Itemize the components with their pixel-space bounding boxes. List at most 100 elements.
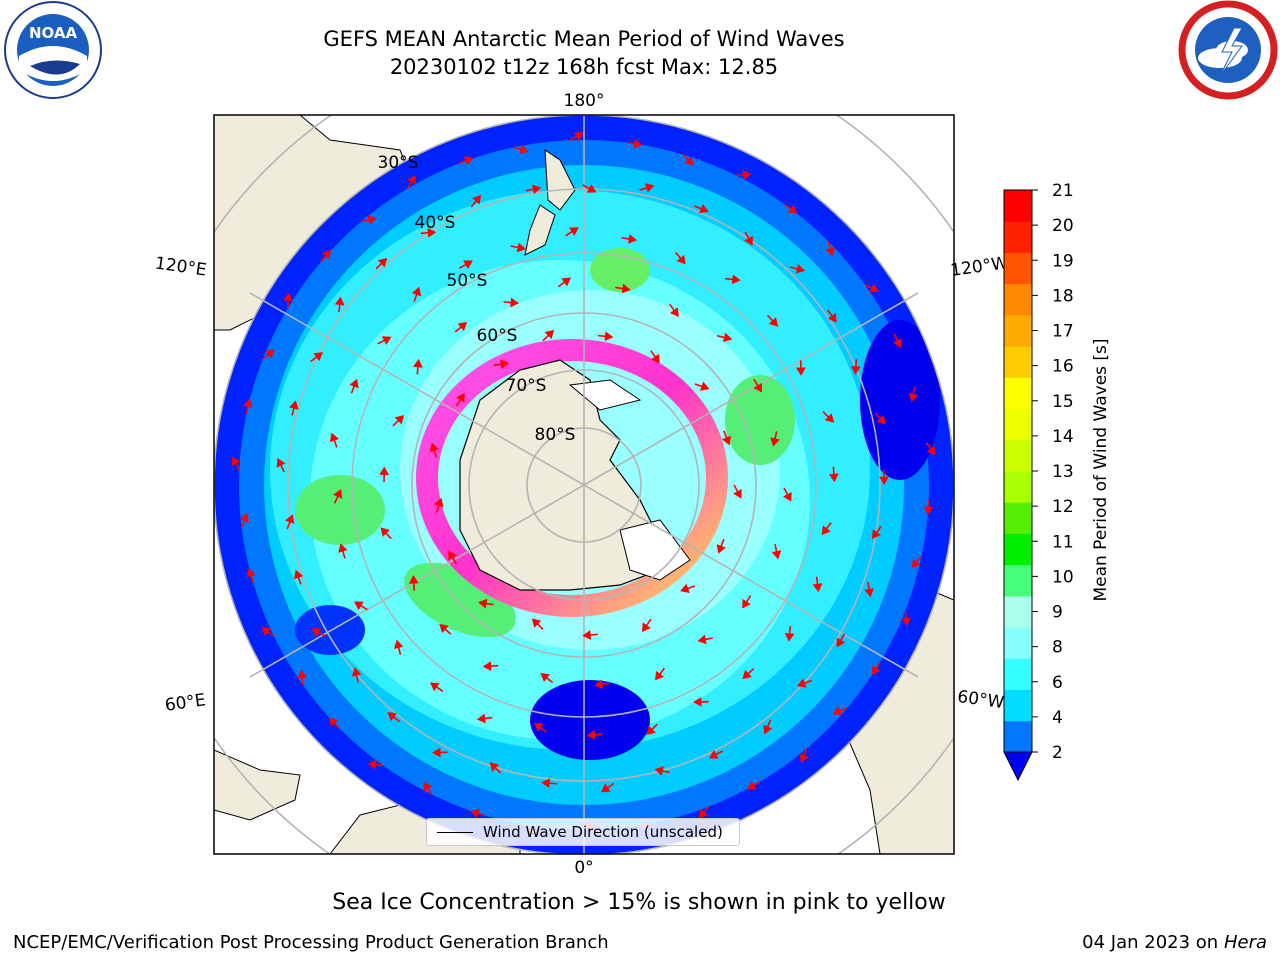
- wave-arrow-head: [333, 489, 343, 499]
- map-legend: Wind Wave Direction (unscaled): [426, 818, 740, 846]
- wave-arrow-head: [836, 637, 846, 648]
- wave-arrow-head: [387, 712, 397, 722]
- wave-arrow-head: [321, 249, 332, 260]
- wave-arrow-head: [708, 750, 719, 759]
- wave-arrow-head: [586, 729, 596, 740]
- colorbar-segment: [1004, 221, 1032, 253]
- wave-arrow-head: [911, 558, 921, 569]
- wave-arrow-head: [746, 781, 757, 790]
- wave-arrow-head: [923, 506, 934, 516]
- wave-arrow-head: [413, 358, 423, 368]
- wave-arrow-head: [379, 466, 390, 475]
- wave-arrow-head: [644, 183, 655, 193]
- wave-arrow-head: [604, 331, 614, 342]
- wave-arrow-head: [872, 665, 881, 676]
- footer-date-text: 04 Jan 2023 on: [1082, 932, 1224, 953]
- wave-arrow-head: [231, 456, 241, 467]
- wave-arrow-head: [742, 170, 752, 180]
- colorbar-segment: [1004, 190, 1032, 222]
- wave-arrow-head: [434, 497, 444, 508]
- wave-arrow-head: [349, 378, 359, 389]
- wave-arrow-head: [797, 678, 807, 688]
- colorbar-tick-label: 12: [1052, 497, 1074, 517]
- wave-arrow-head: [821, 525, 831, 536]
- wave-arrow-head: [876, 414, 886, 425]
- wave-arrow-head: [744, 235, 753, 246]
- wave-arrow-head: [239, 512, 249, 523]
- wave-arrow-head: [646, 725, 656, 736]
- wave-arrow-head: [742, 598, 751, 609]
- wave-arrow-head: [879, 476, 889, 485]
- colorbar-under-extend: [1003, 751, 1033, 782]
- wave-arrow-head: [731, 274, 741, 285]
- colorbar-tick-label: 9: [1052, 603, 1063, 623]
- wave-arrow-head: [680, 583, 690, 594]
- wave-arrow-head: [827, 312, 837, 323]
- colorbar-segment: [1004, 502, 1032, 534]
- wave-arrow-head: [763, 724, 773, 735]
- wave-arrow-head: [456, 392, 465, 403]
- noaa-logo-text: NOAA: [29, 24, 78, 42]
- wave-arrow-head: [246, 568, 256, 578]
- legend-label: Wind Wave Direction (unscaled): [483, 823, 723, 841]
- colorbar-tick-label: 20: [1052, 216, 1074, 236]
- wave-arrow-head: [582, 630, 592, 640]
- legend-line-sample: [437, 831, 473, 833]
- wave-arrow-head: [311, 628, 322, 637]
- colorbar-segment: [1004, 595, 1032, 628]
- wave-arrow-head: [516, 242, 526, 253]
- wave-arrow-head: [463, 260, 473, 269]
- colorbar-label: Mean Period of Wind Waves [s]: [1091, 338, 1111, 601]
- colorbar-tick-label: 10: [1052, 567, 1074, 587]
- wave-arrow-head: [770, 437, 780, 447]
- wave-arrow-head: [698, 808, 709, 819]
- wave-arrow-head: [697, 634, 707, 645]
- lat-label-40s: 40°S: [415, 213, 456, 233]
- wave-arrow-head: [676, 254, 686, 265]
- wave-arrow-head: [411, 286, 422, 297]
- wave-arrow-head: [594, 679, 604, 690]
- wave-arrow-head: [439, 623, 449, 634]
- wave-arrow-head: [716, 544, 726, 554]
- wave-arrow-head: [733, 488, 742, 499]
- wave-arrow-head: [329, 432, 339, 443]
- wave-arrow-head: [289, 400, 299, 410]
- chart-subtitle: 20230102 t12z 168h fcst Max: 12.85: [389, 55, 779, 79]
- colorbar-tick-label: 6: [1052, 673, 1063, 693]
- colorbar-tick-label: 4: [1052, 708, 1063, 728]
- wave-arrow-head: [824, 413, 835, 423]
- wave-arrow-head: [313, 352, 324, 362]
- nws-logo-icon: [1178, 0, 1278, 100]
- wave-arrow-head: [540, 673, 550, 683]
- wave-arrow-head: [908, 392, 919, 403]
- lat-label-30s: 30°S: [378, 153, 419, 173]
- wave-arrow-head: [892, 338, 902, 348]
- wave-arrow-head: [407, 174, 416, 185]
- wave-arrow-head: [669, 307, 679, 317]
- colorbar-segment: [1004, 471, 1032, 503]
- colorbar-tick-label: 16: [1052, 357, 1074, 377]
- footer-credit: NCEP/EMC/Verification Post Processing Pr…: [13, 932, 609, 953]
- wave-arrow-head: [871, 529, 881, 539]
- wave-arrow-head: [633, 138, 643, 149]
- wave-arrow-head: [721, 435, 732, 446]
- graticule: [214, 115, 954, 854]
- wave-arrow-head: [489, 762, 500, 772]
- wave-arrow-head: [423, 782, 432, 792]
- wave-arrow-head: [795, 264, 806, 274]
- wave-arrow-head: [293, 569, 304, 580]
- colorbar-segment: [1004, 564, 1032, 597]
- wave-arrow-head: [795, 367, 806, 376]
- wave-arrow-head: [723, 332, 733, 343]
- colorbar-tick-label: 21: [1052, 181, 1074, 201]
- wave-arrow-head: [544, 329, 555, 340]
- colorbar-tick-label: 14: [1052, 427, 1074, 447]
- wave-arrow-head: [621, 283, 631, 294]
- wave-arrow-head: [432, 747, 441, 758]
- wave-arrow-head: [768, 317, 779, 327]
- wave-arrow-head: [771, 550, 782, 560]
- wave-arrow-head: [628, 234, 638, 244]
- colorbar-tick-label: 2: [1052, 743, 1063, 763]
- wave-arrow-head: [297, 669, 307, 679]
